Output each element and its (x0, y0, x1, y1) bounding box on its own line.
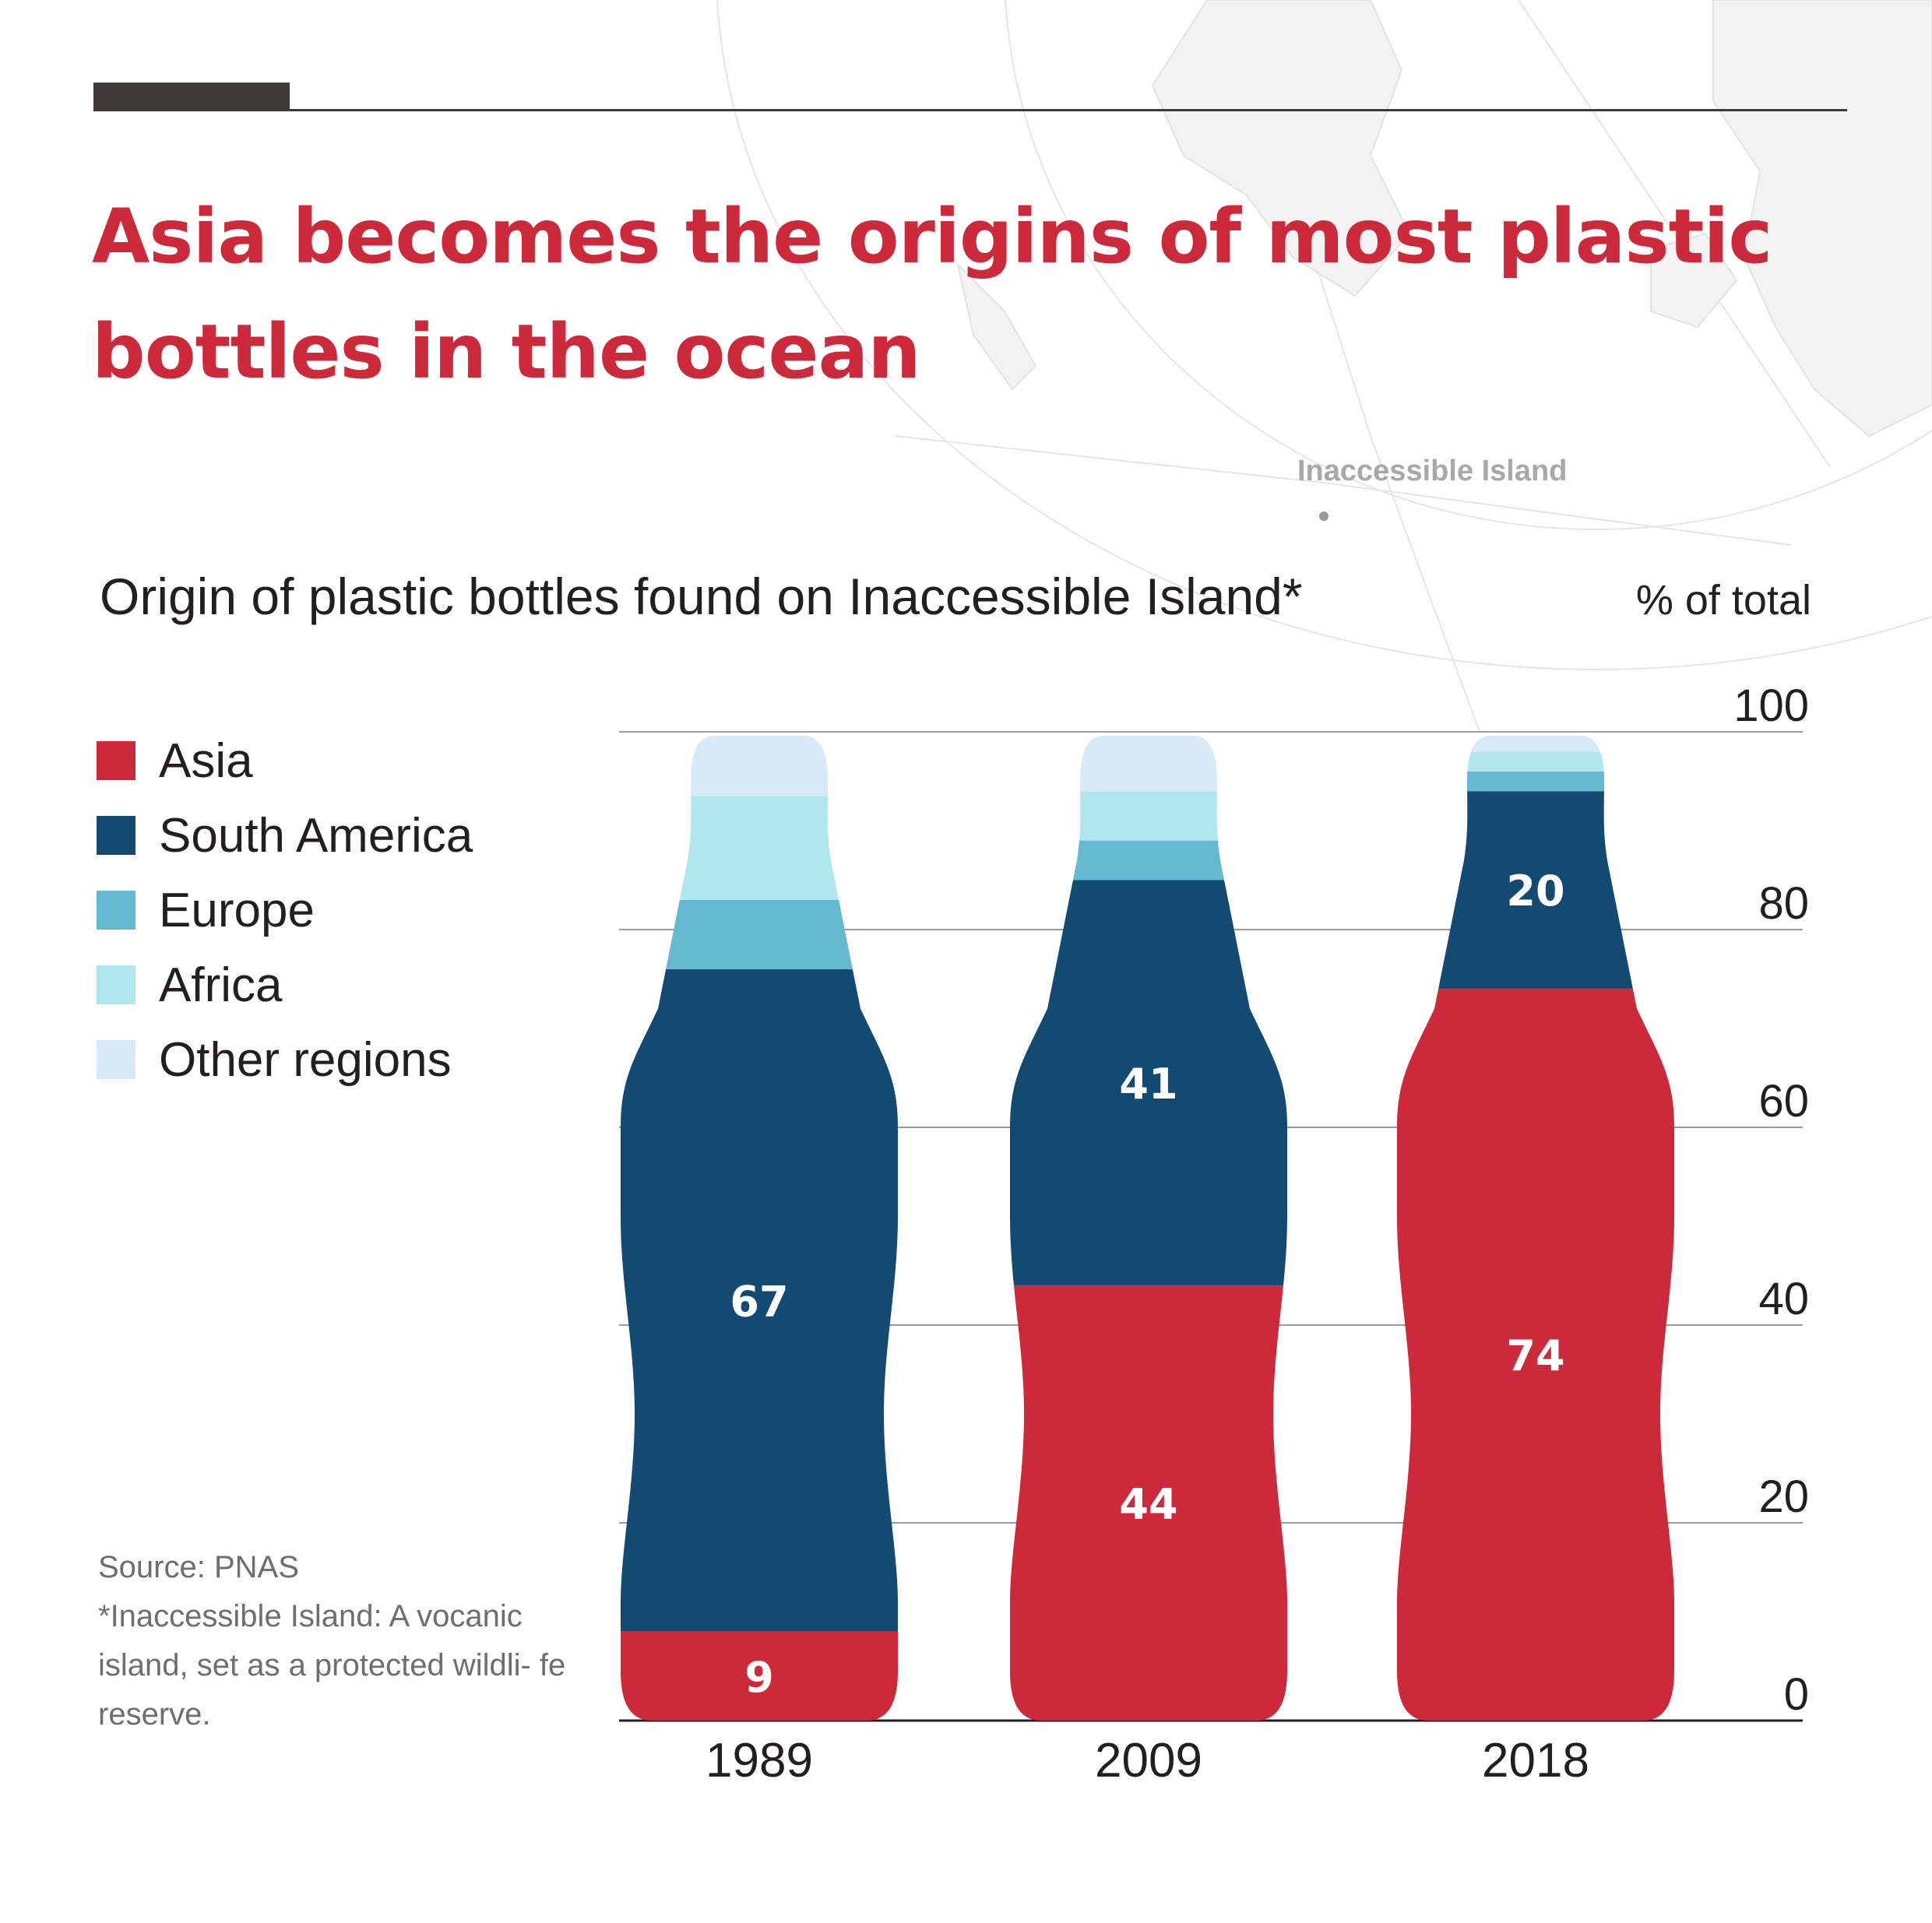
data-label: 44 (1119, 1480, 1177, 1529)
bar-segment (621, 969, 898, 1632)
bottle-2009 (1010, 736, 1287, 1721)
bottle-1989 (621, 736, 898, 1721)
y-tick-label: 0 (1784, 1669, 1809, 1720)
bar-segment (1010, 791, 1287, 841)
legend-label: Asia (159, 734, 253, 788)
bar-segment (621, 796, 898, 900)
axis-unit-label: % of total (1635, 577, 1811, 624)
data-label: 9 (744, 1653, 774, 1702)
bar-segment (1010, 1285, 1287, 1721)
data-label: 74 (1506, 1331, 1564, 1380)
legend-label: Africa (159, 958, 283, 1012)
bar-segment (621, 899, 898, 969)
legend-swatch-europe (97, 891, 135, 930)
bar-segment (621, 1631, 898, 1721)
y-tick-label: 60 (1758, 1076, 1809, 1127)
header-accent-bar (93, 83, 290, 111)
x-tick-label: 1989 (706, 1734, 813, 1788)
map-place-label: Inaccessible Island (1297, 455, 1568, 487)
bar-segment (1397, 751, 1674, 772)
bar-segment (1397, 736, 1674, 752)
x-tick-label: 2009 (1095, 1734, 1202, 1788)
legend-label: Europe (159, 884, 315, 937)
x-tick-label: 2018 (1482, 1734, 1589, 1788)
legend-label: South America (159, 809, 473, 863)
bar-segment (621, 736, 898, 796)
bar-segment (1397, 989, 1674, 1721)
footnote-text: *Inaccessible Island: A vocanic island, … (98, 1599, 566, 1731)
data-label: 20 (1506, 867, 1564, 916)
y-tick-label: 80 (1758, 878, 1809, 929)
legend-label: Other regions (159, 1033, 452, 1087)
chart-title: Origin of plastic bottles found on Inacc… (100, 568, 1303, 625)
header-rule (93, 109, 1847, 111)
bar-segment (1397, 771, 1674, 792)
footnotes: Source: PNAS *Inaccessible Island: A voc… (98, 1543, 581, 1739)
map-location-marker (1319, 512, 1328, 521)
legend-swatch-africa (97, 965, 135, 1004)
y-tick-label: 100 (1733, 680, 1809, 731)
bar-segment (1010, 736, 1287, 792)
bar-segment (1010, 840, 1287, 881)
source-note: Source: PNAS (98, 1550, 299, 1584)
legend-swatch-south-america (97, 816, 135, 855)
legend-swatch-other-regions (97, 1040, 135, 1079)
y-tick-label: 40 (1758, 1274, 1809, 1324)
legend-swatch-asia (97, 741, 135, 780)
data-label: 67 (730, 1277, 788, 1326)
page-title: Asia becomes the origins of most plastic… (92, 193, 1772, 395)
y-tick-label: 20 (1758, 1471, 1809, 1522)
data-label: 41 (1119, 1060, 1177, 1109)
